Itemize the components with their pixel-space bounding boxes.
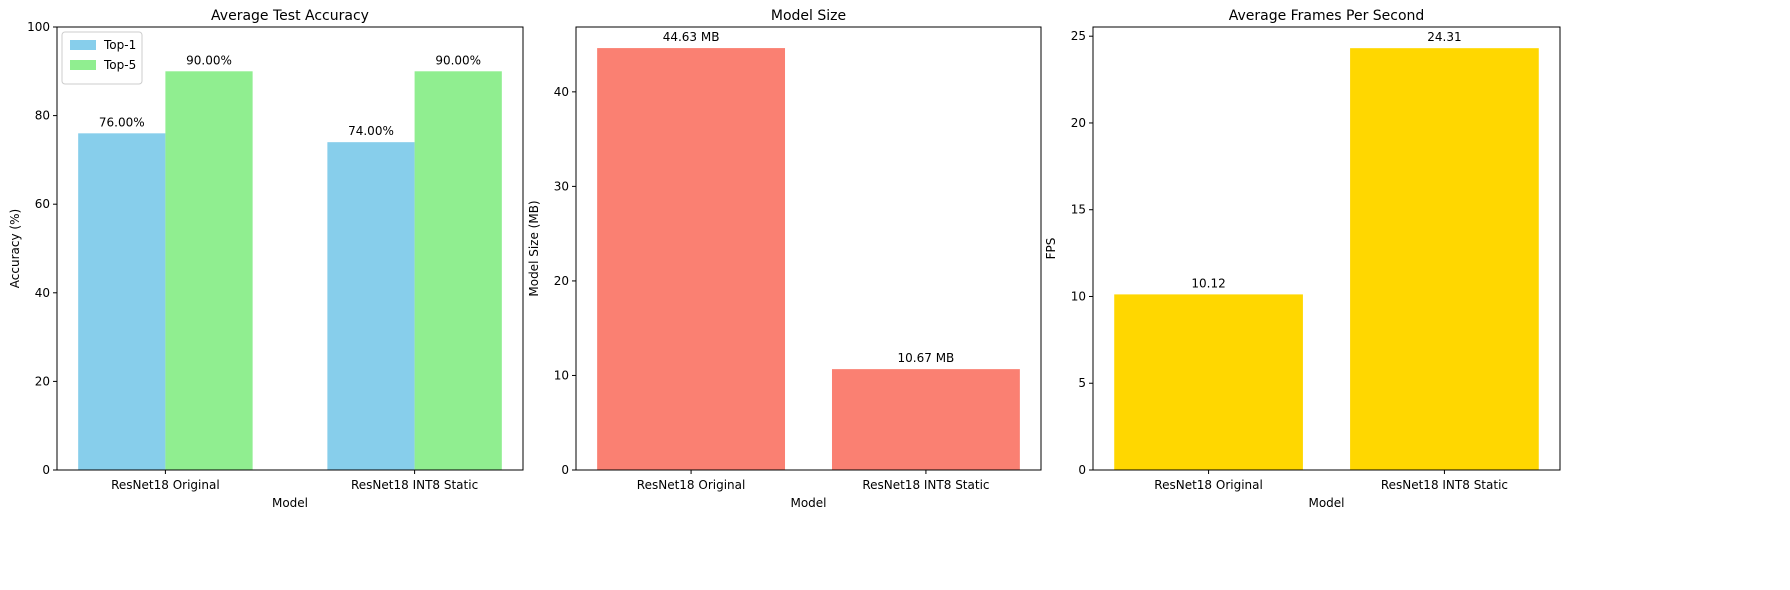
bar: [1350, 48, 1539, 470]
data-label: 24.31: [1427, 30, 1461, 44]
y-tick-label: 0: [42, 463, 50, 477]
data-label: 10.12: [1191, 276, 1225, 290]
data-label: 76.00%: [99, 115, 145, 129]
data-label: 44.63 MB: [663, 30, 720, 44]
x-axis-label: Model: [272, 496, 308, 510]
y-tick-label: 60: [35, 197, 50, 211]
y-tick-label: 20: [35, 374, 50, 388]
legend-label: Top-1: [103, 38, 136, 52]
x-tick-label: ResNet18 INT8 Static: [1381, 478, 1508, 492]
data-label: 74.00%: [348, 124, 394, 138]
chart-panel-3: 10.12 24.31 0 5 10 15 20 25 ResNet18 Original Res…: [1044, 8, 1561, 510]
bar: [831, 369, 1020, 470]
legend-label: Top-5: [103, 58, 136, 72]
y-tick-label: 0: [561, 463, 569, 477]
bar: [78, 133, 166, 470]
x-tick-label: ResNet18 Original: [637, 478, 746, 492]
y-tick-label: 10: [554, 368, 569, 382]
y-tick-label: 30: [554, 179, 569, 193]
legend: Top-1 Top-5: [61, 31, 143, 85]
x-tick-label: ResNet18 Original: [111, 478, 220, 492]
y-tick-label: 20: [1071, 116, 1086, 130]
chart-title: Average Frames Per Second: [1229, 8, 1425, 24]
axes-frame: [1092, 26, 1561, 471]
y-tick-label: 15: [1071, 203, 1086, 217]
bar: [414, 71, 502, 471]
y-axis-label: Accuracy (%): [8, 209, 22, 288]
y-tick-label: 100: [27, 20, 50, 34]
chart-panel-1: 76.00% 74.00% 90.00% 90.00% 0 20 40 60 80 100 ResN…: [8, 8, 524, 510]
y-tick-label: 20: [554, 274, 569, 288]
x-axis-label: Model: [790, 496, 826, 510]
legend-swatch: [70, 60, 96, 70]
y-tick-label: 25: [1071, 29, 1086, 43]
bar: [327, 142, 415, 470]
y-axis-label: FPS: [1044, 238, 1058, 260]
y-tick-label: 5: [1078, 376, 1086, 390]
y-tick-label: 10: [1071, 289, 1086, 303]
y-tick-label: 40: [554, 85, 569, 99]
x-tick-label: ResNet18 Original: [1154, 478, 1263, 492]
axes-frame: [56, 26, 524, 471]
data-label: 90.00%: [186, 53, 232, 67]
x-tick-label: ResNet18 INT8 Static: [862, 478, 989, 492]
bar: [165, 71, 253, 471]
chart-panel-2: 44.63 MB 10.67 MB 0 10 20 30 40 ResNet18 Origin…: [527, 8, 1042, 510]
y-tick-label: 40: [35, 286, 50, 300]
data-label: 10.67 MB: [898, 351, 955, 365]
bar: [1114, 294, 1303, 470]
legend-swatch: [70, 40, 96, 50]
axes-frame: [575, 26, 1042, 471]
x-axis-label: Model: [1308, 496, 1344, 510]
x-tick-label: ResNet18 INT8 Static: [351, 478, 478, 492]
y-axis-label: Model Size (MB): [527, 200, 541, 296]
y-tick-label: 80: [35, 109, 50, 123]
y-tick-label: 0: [1078, 463, 1086, 477]
chart-title: Model Size: [771, 8, 846, 24]
bar: [597, 48, 786, 471]
data-label: 90.00%: [435, 53, 481, 67]
chart-title: Average Test Accuracy: [211, 8, 369, 24]
